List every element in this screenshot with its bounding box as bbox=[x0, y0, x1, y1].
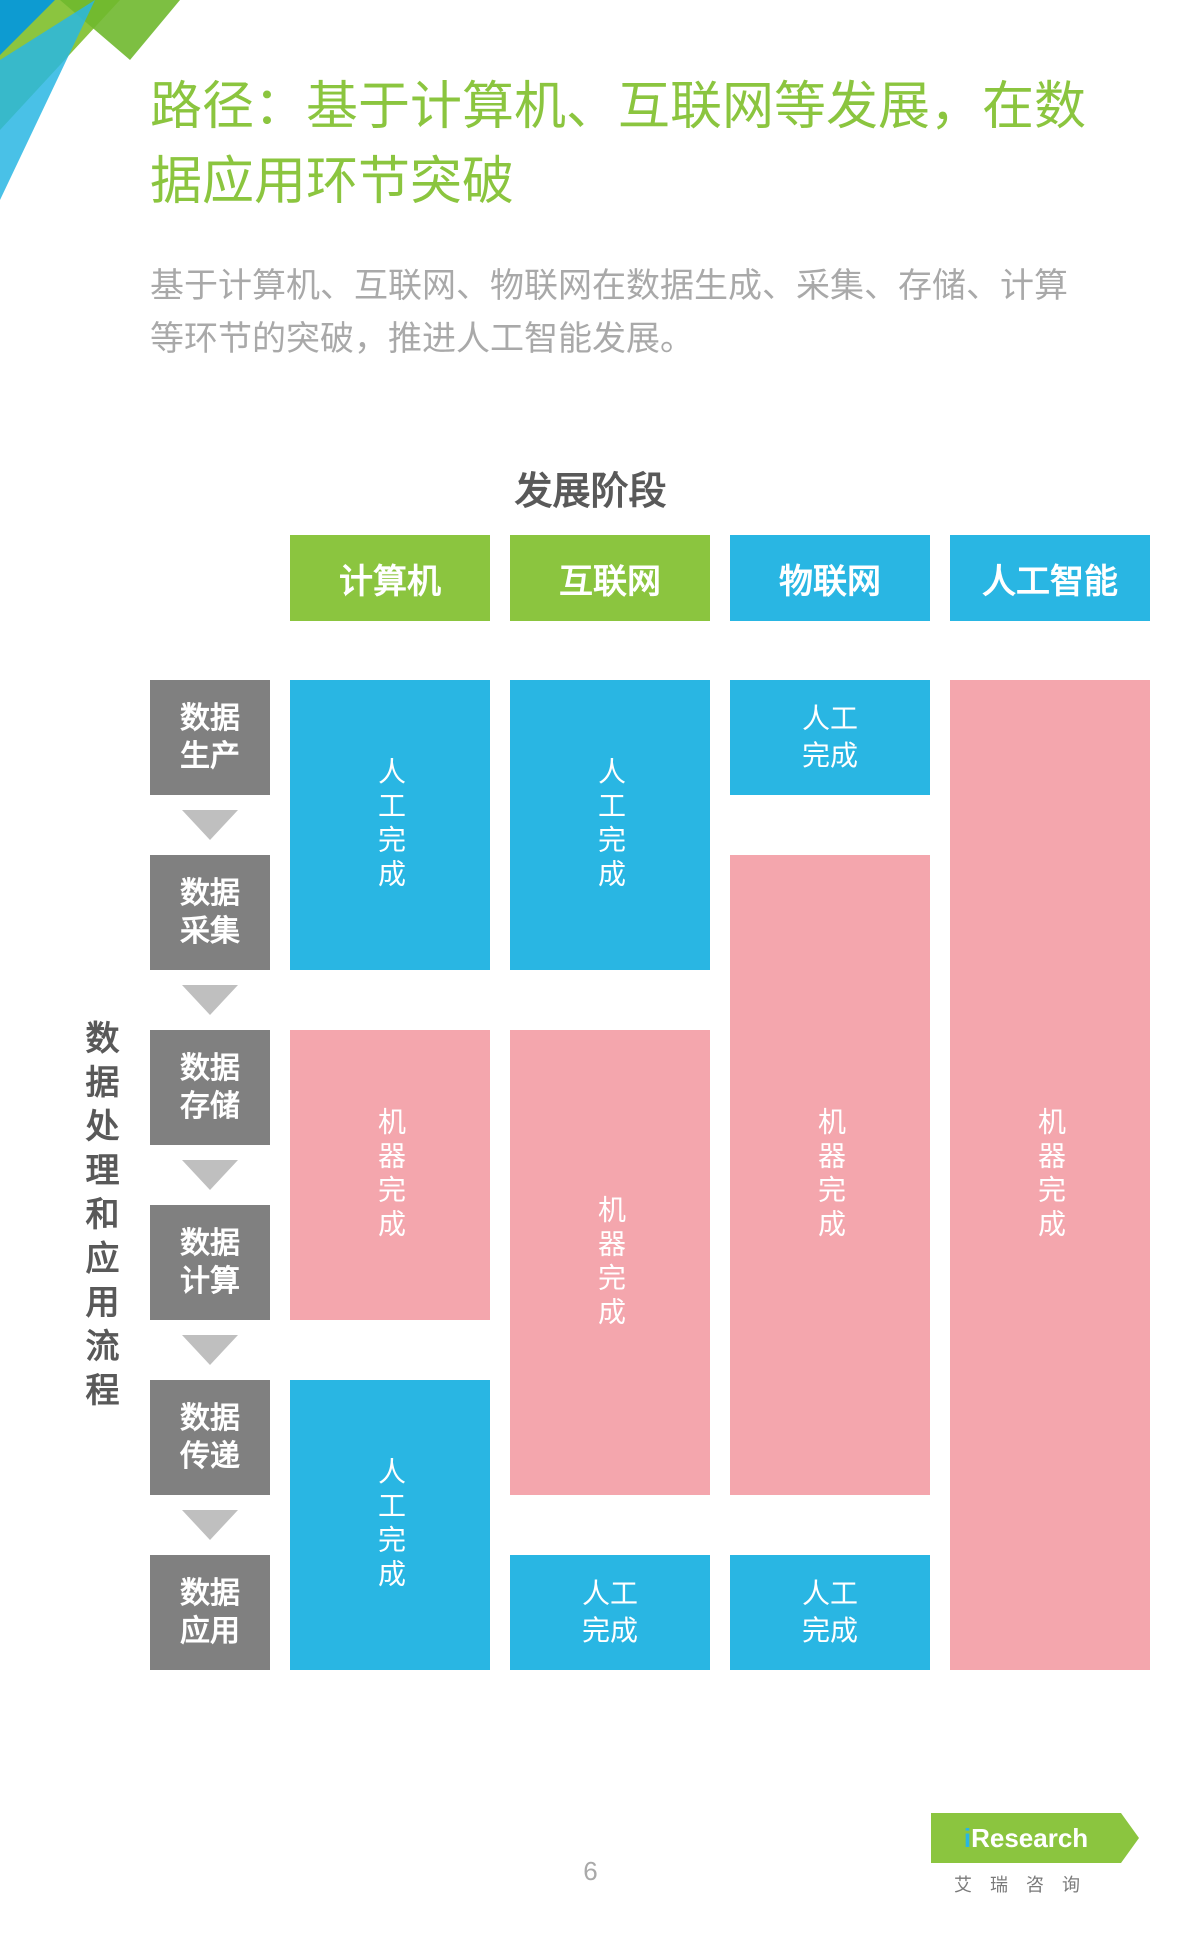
column-header: 物联网 bbox=[730, 535, 930, 621]
matrix-cell: 人工完成 bbox=[510, 680, 710, 970]
brand-logo: iResearch 艾瑞咨询 bbox=[931, 1813, 1121, 1897]
logo-flag: iResearch bbox=[931, 1813, 1121, 1863]
stage-box: 数据计算 bbox=[150, 1205, 270, 1320]
matrix-cell: 机器完成 bbox=[730, 855, 930, 1495]
matrix-cell: 机器完成 bbox=[290, 1030, 490, 1320]
arrow-down-icon bbox=[150, 970, 270, 1030]
column-header: 人工智能 bbox=[950, 535, 1150, 621]
logo-brand: Research bbox=[971, 1823, 1088, 1854]
arrow-down-icon bbox=[150, 795, 270, 855]
matrix-cell: 人工完成 bbox=[290, 1380, 490, 1670]
stage-box: 数据存储 bbox=[150, 1030, 270, 1145]
stage-box: 数据应用 bbox=[150, 1555, 270, 1670]
logo-prefix: i bbox=[964, 1823, 971, 1854]
arrow-down-icon bbox=[150, 1320, 270, 1380]
matrix-cell: 机器完成 bbox=[950, 680, 1150, 1670]
column-header: 计算机 bbox=[290, 535, 490, 621]
side-axis-label: 数据处理和应用流程 bbox=[75, 1020, 124, 1416]
stage-box: 数据生产 bbox=[150, 680, 270, 795]
logo-sub: 艾瑞咨询 bbox=[931, 1871, 1121, 1897]
matrix-cell: 人工完成 bbox=[290, 680, 490, 970]
matrix-title: 发展阶段 bbox=[0, 460, 1181, 515]
matrix-cell: 机器完成 bbox=[510, 1030, 710, 1495]
arrow-down-icon bbox=[150, 1145, 270, 1205]
matrix-cell: 人工完成 bbox=[730, 1555, 930, 1670]
stage-box: 数据传递 bbox=[150, 1380, 270, 1495]
matrix-cell: 人工完成 bbox=[510, 1555, 710, 1670]
column-header: 互联网 bbox=[510, 535, 710, 621]
page-subtitle: 基于计算机、互联网、物联网在数据生成、采集、存储、计算等环节的突破，推进人工智能… bbox=[150, 260, 1101, 365]
page-title: 路径：基于计算机、互联网等发展，在数据应用环节突破 bbox=[150, 70, 1101, 221]
stage-box: 数据采集 bbox=[150, 855, 270, 970]
matrix-cell: 人工完成 bbox=[730, 680, 930, 795]
arrow-down-icon bbox=[150, 1495, 270, 1555]
